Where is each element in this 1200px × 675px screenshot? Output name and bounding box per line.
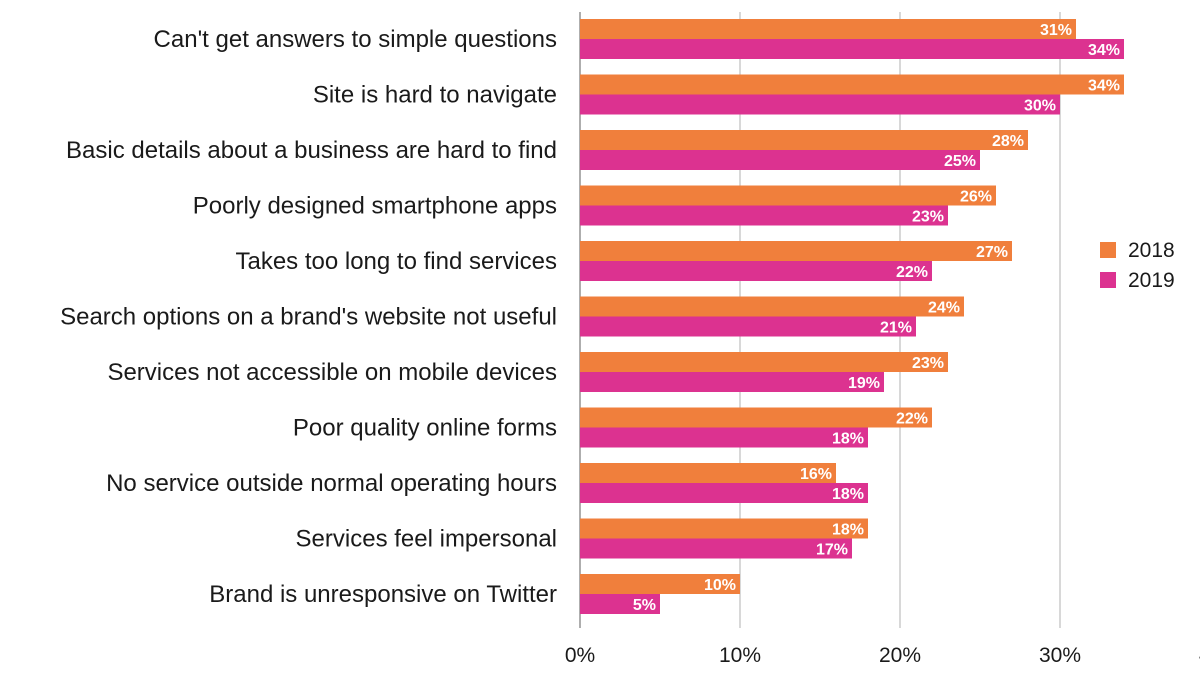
x-tick-label-40: 40% bbox=[1199, 644, 1200, 667]
value-label-2018: 31% bbox=[1040, 22, 1072, 39]
bar-2019 bbox=[580, 205, 948, 226]
category-label: Poorly designed smartphone apps bbox=[193, 193, 557, 220]
category-label: Takes too long to find services bbox=[235, 248, 557, 275]
bar-2019 bbox=[580, 39, 1124, 59]
bar-2019 bbox=[580, 316, 916, 337]
category-label: Can't get answers to simple questions bbox=[154, 26, 557, 53]
bar-2018 bbox=[580, 518, 868, 539]
x-axis-ticks: 0% 10% 20% 30% 40% bbox=[565, 644, 1200, 667]
category-label: Services not accessible on mobile device… bbox=[107, 359, 557, 386]
bar-2018 bbox=[580, 74, 1124, 95]
bar-2018 bbox=[580, 130, 1028, 150]
value-label-2018: 10% bbox=[704, 577, 736, 594]
value-label-2019: 17% bbox=[816, 542, 848, 559]
category-label: Site is hard to navigate bbox=[313, 82, 557, 109]
value-label-2018: 16% bbox=[800, 466, 832, 483]
category-label: Services feel impersonal bbox=[296, 526, 557, 553]
bar-2018 bbox=[580, 574, 740, 594]
value-label-2018: 23% bbox=[912, 355, 944, 372]
category-label: No service outside normal operating hour… bbox=[106, 470, 557, 497]
bar-2018 bbox=[580, 463, 836, 483]
x-tick-label-20: 20% bbox=[879, 644, 921, 667]
legend: 2018 2019 bbox=[1100, 239, 1175, 292]
legend-label-2019: 2019 bbox=[1128, 269, 1175, 292]
bar-2019 bbox=[580, 150, 980, 170]
value-label-2019: 19% bbox=[848, 375, 880, 392]
bar-2019 bbox=[580, 261, 932, 281]
value-label-2018: 24% bbox=[928, 300, 960, 317]
value-label-2019: 25% bbox=[944, 153, 976, 170]
value-label-2018: 28% bbox=[992, 133, 1024, 150]
bar-2018 bbox=[580, 407, 932, 428]
value-label-2019: 5% bbox=[633, 597, 656, 614]
value-label-2019: 22% bbox=[896, 264, 928, 281]
category-label: Poor quality online forms bbox=[293, 415, 557, 442]
value-label-2018: 22% bbox=[896, 411, 928, 428]
value-label-2019: 18% bbox=[832, 431, 864, 448]
bar-2019 bbox=[580, 594, 660, 614]
value-label-2019: 23% bbox=[912, 209, 944, 226]
bar-2019 bbox=[580, 538, 852, 559]
bar-2018 bbox=[580, 241, 1012, 261]
category-labels: Can't get answers to simple questions Sit… bbox=[60, 26, 557, 608]
bar-2019 bbox=[580, 427, 868, 448]
value-label-2018: 34% bbox=[1088, 78, 1120, 95]
value-label-2018: 27% bbox=[976, 244, 1008, 261]
x-tick-label-10: 10% bbox=[719, 644, 761, 667]
value-label-2018: 26% bbox=[960, 189, 992, 206]
category-label: Search options on a brand's website not … bbox=[60, 304, 557, 331]
value-label-2019: 30% bbox=[1024, 98, 1056, 115]
value-label-2018: 18% bbox=[832, 522, 864, 539]
bar-2019 bbox=[580, 372, 884, 392]
bar-2019 bbox=[580, 94, 1060, 115]
x-tick-label-30: 30% bbox=[1039, 644, 1081, 667]
value-label-2019: 34% bbox=[1088, 42, 1120, 59]
bar-2018 bbox=[580, 19, 1076, 39]
bar-2018 bbox=[580, 185, 996, 206]
value-label-2019: 18% bbox=[832, 486, 864, 503]
value-label-2019: 21% bbox=[880, 320, 912, 337]
bar-2019 bbox=[580, 483, 868, 503]
legend-label-2018: 2018 bbox=[1128, 239, 1175, 262]
category-label: Brand is unresponsive on Twitter bbox=[209, 581, 557, 608]
bar-2018 bbox=[580, 352, 948, 372]
bars: 31% 34% 34% 30% 28% 25% 26% 23% 27% 22% 24% 21% 23% 1… bbox=[580, 19, 1124, 614]
bar-2018 bbox=[580, 296, 964, 317]
legend-swatch-2019 bbox=[1100, 272, 1116, 288]
category-label: Basic details about a business are hard … bbox=[66, 137, 557, 164]
legend-swatch-2018 bbox=[1100, 242, 1116, 258]
x-tick-label-0: 0% bbox=[565, 644, 595, 667]
